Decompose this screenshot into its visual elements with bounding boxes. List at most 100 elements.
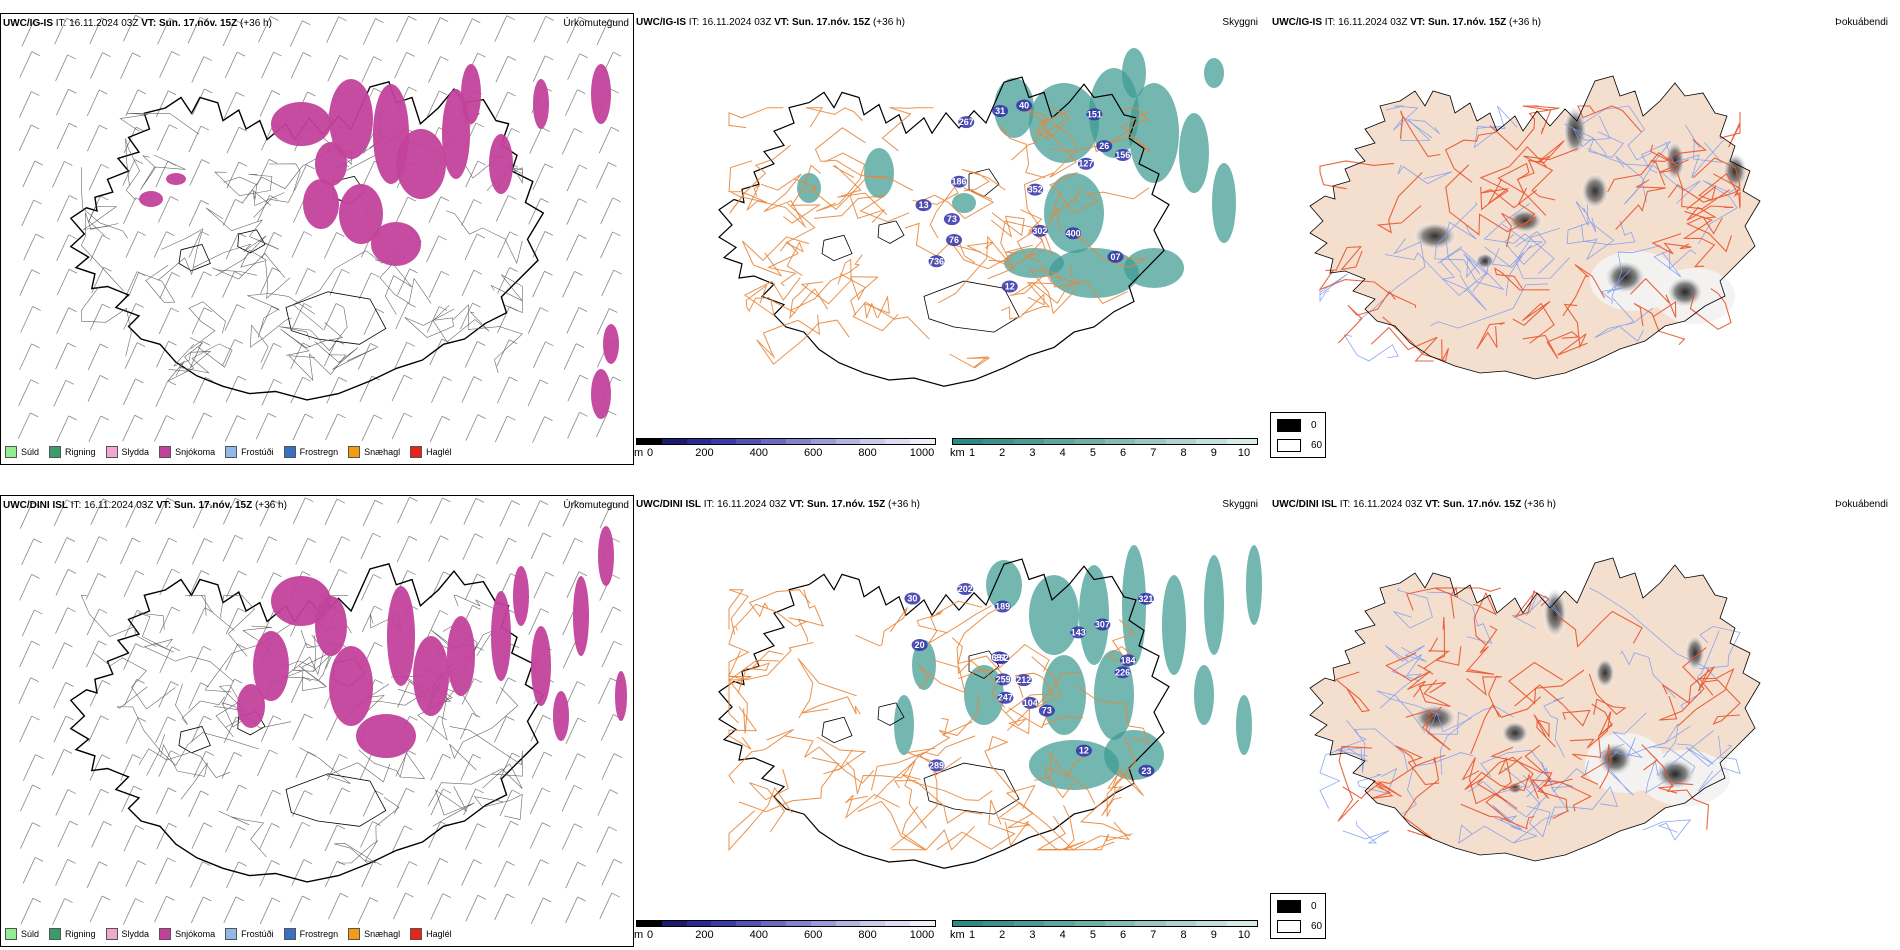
colorbar-unit: m xyxy=(634,447,644,459)
ceiling-label: 26 xyxy=(1099,141,1109,151)
fog-legend-label: 0 xyxy=(1311,901,1317,912)
fog-legend-swatch xyxy=(1277,900,1301,913)
fog-legend-top: 0 60 xyxy=(1270,412,1326,458)
ceiling-label: 212 xyxy=(1016,675,1031,685)
legend-swatch xyxy=(49,446,62,458)
legend-item: Súld xyxy=(5,446,39,458)
snow-area xyxy=(339,184,383,244)
legend-label: Rigning xyxy=(65,447,96,457)
panel-title: UWC/IG-IS IT: 16.11.2024 03Z VT: Sun. 17… xyxy=(3,18,272,29)
precip-legend: Súld Rigning Slydda Snjókoma Frostúði Frostre… xyxy=(5,928,452,940)
colorbar-tick: 1000 xyxy=(909,447,935,459)
snow-area xyxy=(139,191,163,207)
snow-area xyxy=(413,636,449,716)
legend-item: Frostúði xyxy=(225,928,274,940)
colorbar-tick: 9 xyxy=(1210,447,1217,459)
snow-area xyxy=(603,324,619,364)
colorbar-tick: 600 xyxy=(804,447,823,459)
road-network xyxy=(1334,586,1741,839)
snow-area xyxy=(531,626,551,706)
precip-legend: Súld Rigning Slydda Snjókoma Frostúði Frostre… xyxy=(5,446,452,458)
visibility-colorbar: km 1 2 3 4 5 6 7 8 9 10 xyxy=(950,920,1258,942)
snow-area xyxy=(387,586,415,686)
legend-swatch xyxy=(49,928,62,940)
visibility-map-top: 736 151 267 26 302 186 73 76 156 127 13 40 400 352 12 3… xyxy=(718,48,1236,387)
snow-area xyxy=(315,142,347,186)
ceiling-labels: 736 151 267 26 302 186 73 76 156 127 13 40 400 352 12 3… xyxy=(919,101,1131,292)
panel-title: UWC/DINI ISL IT: 16.11.2024 03Z VT: Sun.… xyxy=(3,500,287,511)
fog-legend-swatch xyxy=(1277,439,1301,452)
legend-item: Súld xyxy=(5,928,39,940)
colorbar-tick: 6 xyxy=(1120,447,1127,459)
legend-item: Haglél xyxy=(410,928,452,940)
variable-label: Þokuábendi xyxy=(1835,499,1888,510)
river-network xyxy=(1319,587,1741,844)
legend-label: Slydda xyxy=(121,929,150,939)
ceiling-label: 73 xyxy=(1042,706,1052,716)
ceiling-label: 226 xyxy=(1115,667,1130,677)
colorbar-tick: 400 xyxy=(749,447,768,459)
ceiling-label: 289 xyxy=(929,760,944,770)
snow-area xyxy=(513,566,529,626)
legend-swatch xyxy=(410,928,423,940)
ceiling-label: 40 xyxy=(1019,101,1029,111)
legend-label: Slydda xyxy=(121,447,150,457)
fog-legend-swatch xyxy=(1277,920,1301,933)
visibility-map-bottom: 307 212 189 202 252 73 691 247 23 104 226 184 321 20 1… xyxy=(718,545,1262,869)
ceiling-label: 23 xyxy=(1141,766,1151,776)
variable-label: Úrkomutegund xyxy=(563,18,629,29)
variable-label: Skyggni xyxy=(1222,499,1258,510)
fog-legend-label: 0 xyxy=(1311,420,1317,431)
wind-barbs xyxy=(18,496,623,925)
snow-area xyxy=(573,576,589,656)
variable-label: Þokuábendi xyxy=(1835,17,1888,28)
fog-index-map-top xyxy=(1309,75,1761,380)
iceland-coastline xyxy=(1309,75,1761,380)
legend-swatch xyxy=(105,446,118,458)
fog-index-map-bottom xyxy=(1309,557,1761,862)
legend-item: Frostregn xyxy=(283,928,338,940)
legend-item: Frostregn xyxy=(283,446,338,458)
road-network xyxy=(1318,105,1741,362)
colorbar-tick: 10 xyxy=(1237,929,1251,941)
snow-areas xyxy=(139,64,619,419)
legend-swatch xyxy=(225,928,238,940)
legend-item: Slydda xyxy=(105,446,150,458)
legend-item: Snjókoma xyxy=(159,928,215,940)
colorbar-tick: 9 xyxy=(1210,929,1217,941)
snow-area xyxy=(447,616,475,696)
legend-swatch xyxy=(348,928,361,940)
road-network xyxy=(728,589,1150,852)
cloud-ceiling-cells xyxy=(915,99,1131,293)
snow-area xyxy=(303,179,339,229)
river-network xyxy=(1319,105,1741,362)
ceiling-label: 736 xyxy=(929,256,944,266)
legend-label: Haglél xyxy=(426,929,452,939)
precip-type-panel-bottom: UWC/DINI ISL IT: 16.11.2024 03Z VT: Sun.… xyxy=(0,495,634,947)
iceland-coastline xyxy=(718,558,1170,869)
colorbar-tick: 1000 xyxy=(909,929,935,941)
colorbar-unit: km xyxy=(950,929,965,941)
panel-title: UWC/DINI ISL IT: 16.11.2024 03Z VT: Sun.… xyxy=(636,499,920,510)
iceland-land xyxy=(1310,558,1760,861)
precip-type-map-top xyxy=(17,14,622,443)
legend-swatch xyxy=(105,928,118,940)
ceiling-label: 400 xyxy=(1066,228,1081,238)
colorbar-strip xyxy=(952,438,1258,445)
snow-area xyxy=(329,79,373,159)
fog-legend-bottom: 0 60 xyxy=(1270,893,1326,939)
colorbar-tick: 3 xyxy=(1029,447,1036,459)
fog-index-panel-bottom: UWC/DINI ISL IT: 16.11.2024 03Z VT: Sun.… xyxy=(1270,495,1900,947)
colorbar-tick: 5 xyxy=(1089,447,1096,459)
legend-swatch xyxy=(348,446,361,458)
iceland-coastline xyxy=(718,76,1170,387)
snow-area xyxy=(598,526,614,586)
snow-area xyxy=(553,691,569,741)
panel-title: UWC/DINI ISL IT: 16.11.2024 03Z VT: Sun.… xyxy=(1272,499,1556,510)
snow-area xyxy=(461,64,481,124)
variable-label: Úrkomutegund xyxy=(563,500,629,511)
low-cloud-areas xyxy=(797,48,1236,298)
ceiling-label: 307 xyxy=(1095,619,1110,629)
colorbar-tick: 200 xyxy=(695,447,714,459)
legend-item: Rigning xyxy=(49,928,96,940)
